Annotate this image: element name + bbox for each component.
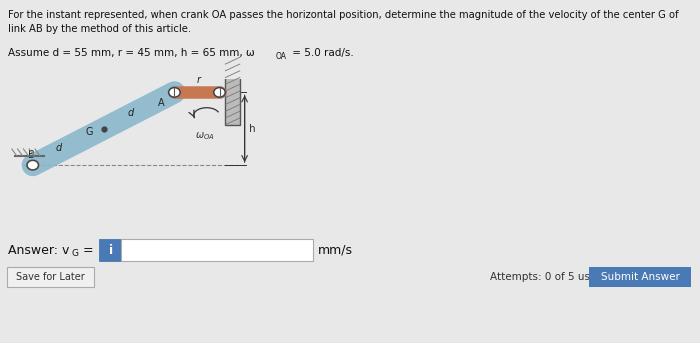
Text: Answer: v: Answer: v (8, 244, 69, 257)
Bar (225, 60, 240, 125)
Circle shape (214, 87, 225, 97)
Text: h: h (248, 124, 255, 134)
FancyBboxPatch shape (589, 267, 691, 287)
Text: =: = (79, 244, 94, 257)
FancyBboxPatch shape (7, 267, 94, 287)
Text: d: d (56, 143, 62, 153)
Text: mm/s: mm/s (318, 244, 353, 257)
Text: Submit Answer: Submit Answer (601, 272, 680, 282)
Text: Save for Later: Save for Later (15, 272, 85, 282)
Text: G: G (86, 127, 93, 137)
Text: r: r (197, 75, 201, 85)
Text: B: B (28, 150, 34, 160)
Text: $\omega_{OA}$: $\omega_{OA}$ (195, 130, 215, 142)
Text: G: G (71, 249, 78, 259)
Text: Attempts: 0 of 5 used: Attempts: 0 of 5 used (490, 272, 603, 282)
Text: O: O (214, 90, 222, 100)
Text: A: A (158, 98, 164, 108)
Text: For the instant represented, when crank OA passes the horizontal position, deter: For the instant represented, when crank … (8, 10, 678, 20)
Text: i: i (109, 244, 113, 257)
Text: link AB by the method of this article.: link AB by the method of this article. (8, 24, 191, 34)
Text: d: d (128, 108, 134, 118)
Text: OA: OA (276, 52, 287, 61)
FancyBboxPatch shape (121, 239, 313, 261)
Circle shape (27, 160, 38, 170)
Circle shape (169, 87, 180, 97)
FancyBboxPatch shape (99, 239, 123, 261)
Text: = 5.0 rad/s.: = 5.0 rad/s. (289, 48, 354, 58)
Text: Assume d = 55 mm, r = 45 mm, h = 65 mm, ω: Assume d = 55 mm, r = 45 mm, h = 65 mm, … (8, 48, 255, 58)
